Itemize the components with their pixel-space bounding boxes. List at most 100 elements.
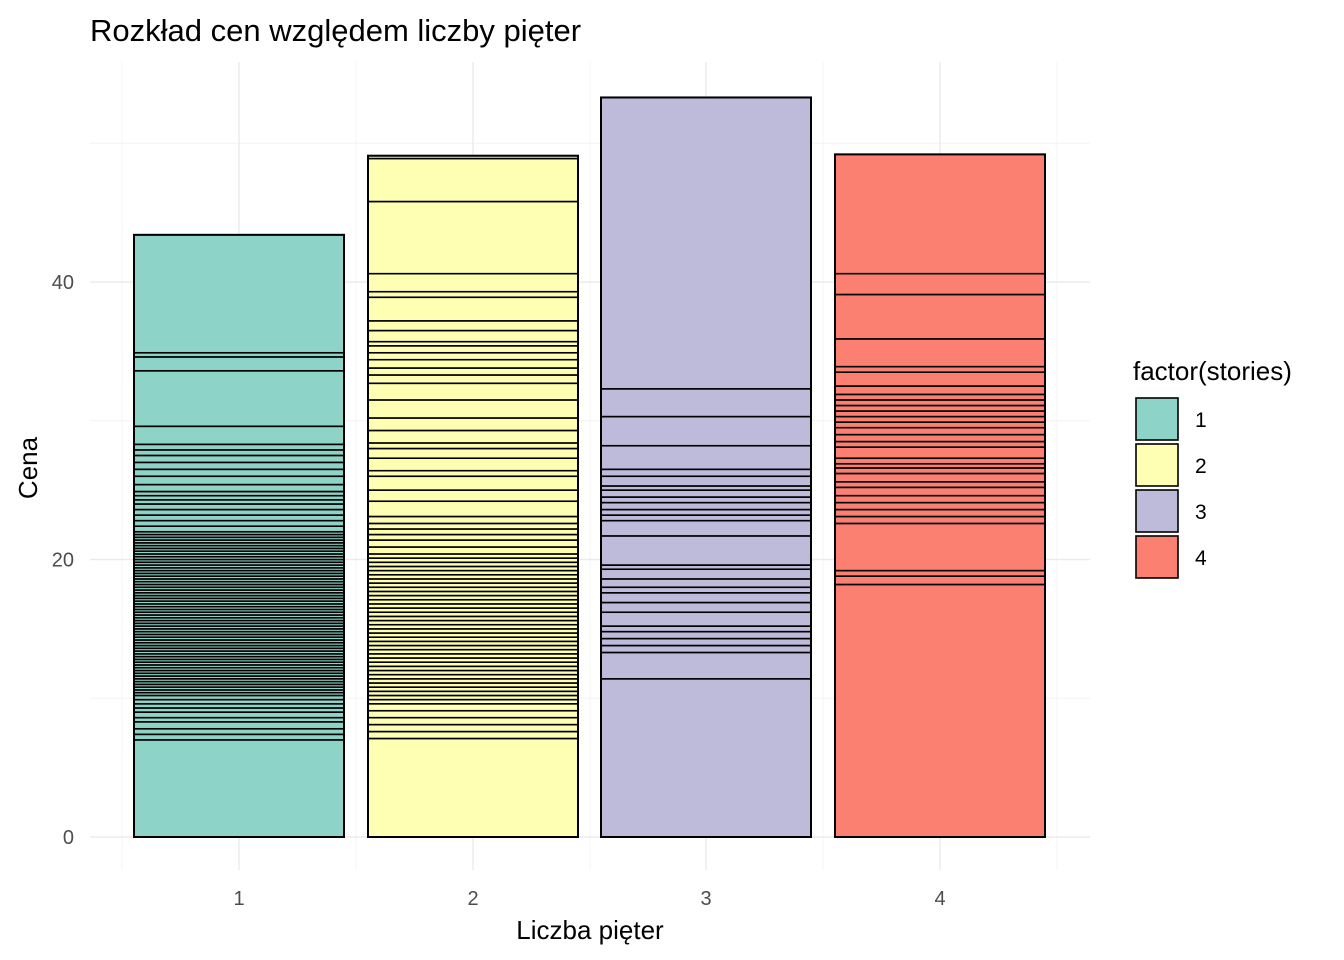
bar-segment — [133, 483, 345, 493]
bar-segment — [834, 494, 1046, 504]
bar-segment — [600, 388, 812, 418]
legend-item-2: 2 — [1135, 443, 1207, 487]
x-axis-label: Liczba pięter — [516, 915, 664, 945]
bar-segment — [600, 96, 812, 390]
chart-title: Rozkład cen względem liczby pięter — [90, 13, 581, 48]
y-axis-label: Cena — [13, 436, 43, 499]
bar-3 — [600, 96, 812, 838]
legend-swatch — [1135, 535, 1179, 579]
bar-segment — [367, 417, 579, 432]
legend-items: 1 2 3 4 — [1135, 397, 1207, 579]
bar-segment — [367, 200, 579, 275]
bar-segment — [367, 290, 579, 299]
bar-segment — [133, 475, 345, 486]
bar-segment — [367, 457, 579, 472]
bar-segment — [367, 489, 579, 503]
bar-segment — [133, 369, 345, 428]
bar-segment — [834, 522, 1046, 572]
bar-segment — [367, 716, 579, 726]
bar-segment — [367, 374, 579, 385]
bar-segment — [367, 539, 579, 548]
bar-segment — [600, 578, 812, 589]
bar-segment — [367, 367, 579, 376]
bar-segment — [600, 637, 812, 647]
bar-segment — [834, 293, 1046, 340]
bar-segment — [834, 338, 1046, 368]
bar-segment — [600, 630, 812, 640]
bar-segment — [834, 399, 1046, 407]
legend-label: 4 — [1195, 547, 1207, 570]
bar-segment — [600, 444, 812, 471]
bar-segment — [600, 496, 812, 504]
bar-segment — [600, 468, 812, 478]
bar-segment — [834, 501, 1046, 511]
bar-segment — [133, 721, 345, 730]
bar-1 — [133, 233, 345, 838]
legend-item-4: 4 — [1135, 535, 1207, 579]
bar-segment — [834, 569, 1046, 577]
bar-segment — [133, 356, 345, 372]
legend-swatch — [1135, 443, 1179, 487]
bar-segment — [367, 296, 579, 322]
bar-segment — [367, 447, 579, 460]
bar-segment — [600, 475, 812, 487]
legend-swatch — [1135, 397, 1179, 441]
bar-segment — [133, 711, 345, 719]
bar-segment — [367, 702, 579, 712]
bar-2 — [367, 154, 579, 839]
bar-segment — [834, 575, 1046, 586]
bar-segment — [834, 446, 1046, 460]
legend: factor(stories) 1 2 3 4 — [1133, 356, 1292, 579]
bar-segment — [367, 475, 579, 491]
bar-segment — [133, 461, 345, 471]
bar-segment — [600, 415, 812, 447]
bar-segment — [367, 528, 579, 536]
bar-segment — [600, 611, 812, 627]
legend-label: 3 — [1195, 501, 1207, 524]
stacked-bars — [133, 96, 1046, 839]
legend-label: 2 — [1195, 455, 1207, 478]
y-axis-ticks: 0 20 40 — [52, 272, 74, 849]
bar-outline — [367, 154, 579, 839]
bar-segment — [367, 399, 579, 419]
bar-segment — [367, 320, 579, 332]
bar-segment — [367, 730, 579, 740]
bar-segment — [133, 733, 345, 741]
bar-segment — [600, 651, 812, 680]
x-tick-label: 1 — [233, 888, 244, 910]
bar-segment — [367, 522, 579, 530]
bar-segment — [834, 371, 1046, 387]
bar-segment — [834, 272, 1046, 296]
bar-segment — [133, 519, 345, 528]
bar-outline — [600, 96, 812, 838]
bar-segment — [367, 157, 579, 203]
bar-segment — [834, 467, 1046, 475]
y-tick-label: 40 — [52, 272, 74, 294]
bar-segment — [600, 489, 812, 498]
bar-segment — [367, 358, 579, 369]
bar-segment — [600, 508, 812, 516]
y-tick-label: 0 — [63, 827, 74, 849]
bar-segment — [600, 625, 812, 633]
bar-segment — [834, 583, 1046, 838]
bar-segment — [600, 519, 812, 537]
bar-segment — [834, 415, 1046, 423]
bar-4 — [834, 153, 1046, 839]
bar-segment — [367, 737, 579, 838]
bar-segment — [367, 546, 579, 555]
bar-segment — [367, 533, 579, 541]
bar-segment — [367, 351, 579, 361]
bar-segment — [600, 591, 812, 604]
bar-segment — [834, 480, 1046, 489]
bar-segment — [834, 404, 1046, 412]
x-tick-label: 4 — [934, 888, 945, 910]
bar-segment — [367, 469, 579, 478]
bar-segment — [834, 153, 1046, 275]
bar-segment — [834, 472, 1046, 483]
bar-segment — [600, 568, 812, 580]
bar-segment — [834, 410, 1046, 418]
legend-item-3: 3 — [1135, 489, 1207, 533]
bar-segment — [367, 723, 579, 733]
bar-segment — [834, 393, 1046, 401]
